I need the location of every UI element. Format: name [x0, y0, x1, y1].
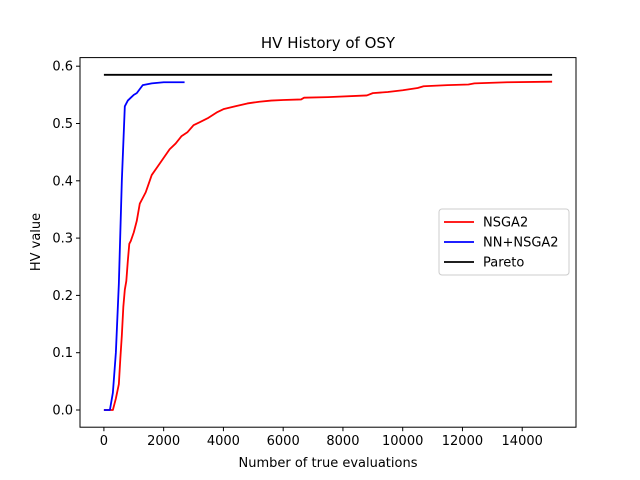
series-line-nn-nsga2: [103, 81, 185, 411]
legend-label-nsga2: NSGA2: [483, 216, 528, 231]
x-tick-label: 8000: [326, 434, 359, 449]
series-layer: [103, 73, 553, 411]
y-tick-label: 0.2: [52, 289, 73, 304]
x-tick-label: 6000: [267, 434, 300, 449]
legend-box: [438, 208, 570, 276]
y-tick-label: 0.1: [52, 346, 73, 361]
x-axis-label: Number of true evaluations: [239, 456, 418, 471]
x-tick-label: 4000: [207, 434, 240, 449]
y-axis-label: HV value: [29, 213, 44, 271]
y-tick-label: 0.0: [52, 404, 73, 419]
series-line-nsga2: [103, 80, 553, 411]
x-tick-label: 2000: [147, 434, 180, 449]
x-tick-label: 10000: [382, 434, 423, 449]
legend: NSGA2 NN+NSGA2 Pareto: [438, 208, 570, 276]
x-tick-label: 12000: [442, 434, 483, 449]
x-tick-label: 0: [100, 434, 108, 449]
legend-label-nn-nsga2: NN+NSGA2: [483, 236, 559, 251]
y-tick-label: 0.5: [52, 117, 73, 132]
x-axis: 0 2000 4000 6000 8000 10000 12000 14000: [100, 427, 543, 449]
y-axis: 0.0 0.1 0.2 0.3 0.4 0.5 0.6: [52, 60, 80, 419]
chart-title: HV History of OSY: [261, 34, 396, 52]
y-tick-label: 0.3: [52, 232, 73, 247]
legend-label-pareto: Pareto: [483, 256, 524, 271]
y-tick-label: 0.4: [52, 174, 73, 189]
y-tick-label: 0.6: [52, 60, 73, 75]
x-tick-label: 14000: [502, 434, 543, 449]
